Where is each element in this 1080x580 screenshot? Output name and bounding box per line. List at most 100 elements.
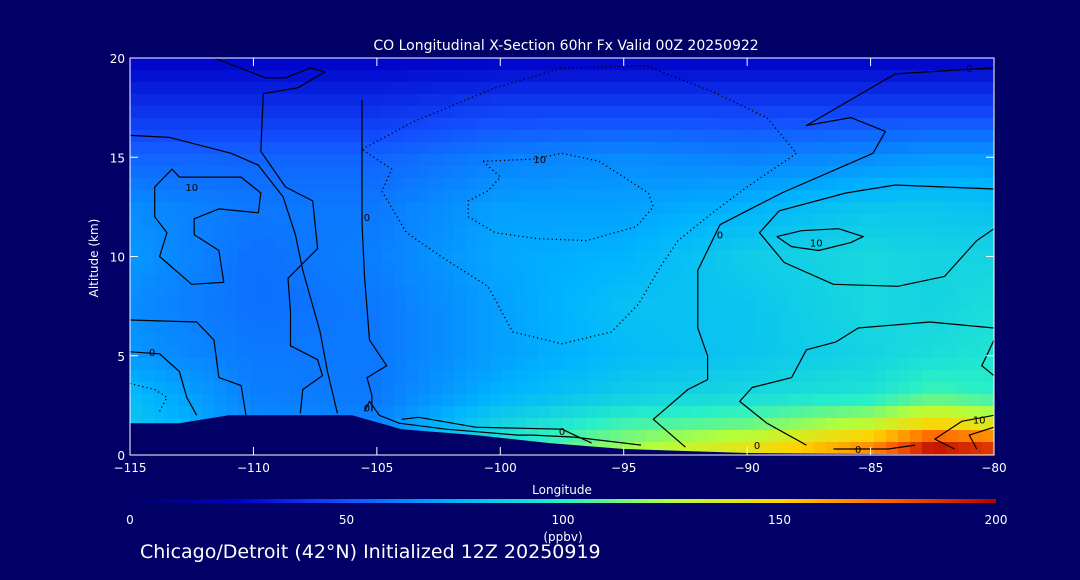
heatmap-cell <box>862 202 875 215</box>
heatmap-cell <box>298 70 311 83</box>
heatmap-cell <box>250 142 263 155</box>
heatmap-cell <box>130 154 143 167</box>
heatmap-cell <box>718 418 731 431</box>
heatmap-cell <box>670 130 683 143</box>
heatmap-cell <box>202 118 215 131</box>
heatmap-cell <box>862 310 875 323</box>
heatmap-cell <box>430 202 443 215</box>
heatmap-cell <box>178 394 191 407</box>
heatmap-cell <box>958 226 971 239</box>
heatmap-cell <box>574 334 587 347</box>
heatmap-cell <box>766 406 779 419</box>
heatmap-cell <box>454 346 467 359</box>
heatmap-cell <box>958 58 971 71</box>
heatmap-cell <box>778 214 791 227</box>
heatmap-cell <box>982 130 994 143</box>
heatmap-cell <box>814 202 827 215</box>
heatmap-cell <box>286 130 299 143</box>
heatmap-cell <box>634 214 647 227</box>
heatmap-cell <box>286 250 299 263</box>
heatmap-cell <box>898 58 911 71</box>
heatmap-cell <box>538 370 551 383</box>
heatmap-cell <box>154 178 167 191</box>
heatmap-cell <box>946 322 959 335</box>
heatmap-cell <box>562 298 575 311</box>
heatmap-cell <box>370 178 383 191</box>
heatmap-cell <box>958 130 971 143</box>
heatmap-cell <box>142 106 155 119</box>
heatmap-cell <box>502 106 515 119</box>
heatmap-cell <box>586 202 599 215</box>
heatmap-cell <box>634 58 647 71</box>
heatmap-cell <box>322 166 335 179</box>
heatmap-cell <box>526 310 539 323</box>
heatmap-cell <box>454 154 467 167</box>
heatmap-cell <box>310 94 323 107</box>
heatmap-cell <box>742 382 755 395</box>
heatmap-cell <box>634 322 647 335</box>
heatmap-cell <box>154 406 167 419</box>
heatmap-cell <box>838 250 851 263</box>
heatmap-cell <box>862 370 875 383</box>
heatmap-cell <box>958 334 971 347</box>
heatmap-cell <box>718 334 731 347</box>
heatmap-cell <box>670 226 683 239</box>
heatmap-cell <box>346 214 359 227</box>
heatmap-cell <box>958 298 971 311</box>
heatmap-cell <box>226 358 239 371</box>
heatmap-cell <box>802 418 815 431</box>
heatmap-cell <box>922 286 935 299</box>
heatmap-cell <box>898 286 911 299</box>
heatmap-cell <box>478 382 491 395</box>
heatmap-cell <box>742 442 755 455</box>
heatmap-cell <box>910 406 923 419</box>
heatmap-cell <box>370 310 383 323</box>
heatmap-cell <box>262 82 275 95</box>
heatmap-cell <box>766 70 779 83</box>
heatmap-cell <box>886 370 899 383</box>
heatmap-cell <box>430 190 443 203</box>
heatmap-cell <box>610 310 623 323</box>
heatmap-cell <box>394 334 407 347</box>
heatmap-cell <box>718 430 731 443</box>
heatmap-cell <box>670 286 683 299</box>
heatmap-cell <box>910 310 923 323</box>
heatmap-cell <box>178 334 191 347</box>
heatmap-cell <box>934 154 947 167</box>
heatmap-cell <box>658 298 671 311</box>
heatmap-cell <box>394 106 407 119</box>
heatmap-cell <box>598 298 611 311</box>
heatmap-cell <box>730 382 743 395</box>
heatmap-cell <box>274 322 287 335</box>
heatmap-cell <box>946 406 959 419</box>
heatmap-cell <box>202 58 215 71</box>
heatmap-cell <box>202 322 215 335</box>
heatmap-cell <box>586 274 599 287</box>
heatmap-cell <box>670 142 683 155</box>
heatmap-cell <box>430 58 443 71</box>
heatmap-cell <box>202 142 215 155</box>
heatmap-cell <box>418 118 431 131</box>
heatmap-cell <box>430 274 443 287</box>
heatmap-cell <box>958 382 971 395</box>
heatmap-cell <box>754 310 767 323</box>
heatmap-cell <box>394 238 407 251</box>
heatmap-cell <box>586 370 599 383</box>
heatmap-cell <box>442 322 455 335</box>
heatmap-cell <box>706 322 719 335</box>
heatmap-cell <box>946 370 959 383</box>
heatmap-cell <box>682 346 695 359</box>
heatmap-cell <box>634 430 647 443</box>
heatmap-cell <box>214 82 227 95</box>
heatmap-cell <box>634 394 647 407</box>
heatmap-cell <box>946 298 959 311</box>
heatmap-cell <box>658 274 671 287</box>
heatmap-cell <box>454 130 467 143</box>
heatmap-cell <box>778 394 791 407</box>
heatmap-cell <box>514 190 527 203</box>
heatmap-cell <box>778 442 791 455</box>
heatmap-cell <box>562 286 575 299</box>
heatmap-cell <box>730 238 743 251</box>
heatmap-cell <box>706 250 719 263</box>
heatmap-cell <box>682 178 695 191</box>
